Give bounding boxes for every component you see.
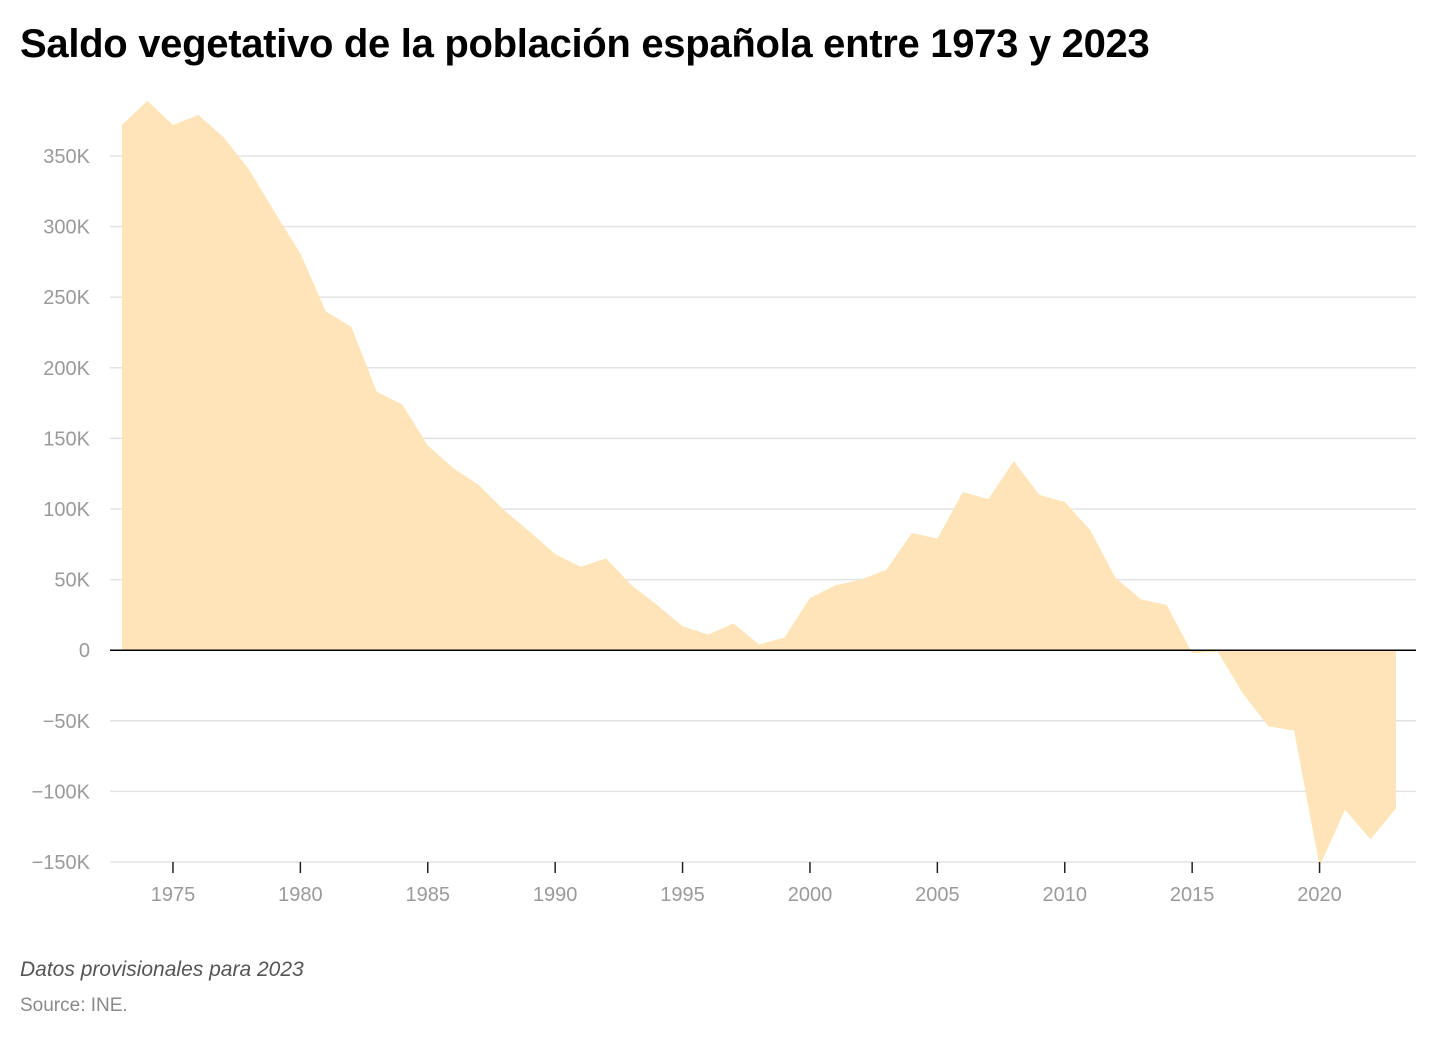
y-axis-labels: −150K −100K −50K 0 50K 100K 150K 200K 250K 300K 35… [32,146,91,874]
x-tick-label: 2005 [915,884,960,906]
y-tick-label: 100K [43,499,90,521]
y-tick-label: 250K [43,287,90,309]
area-series [122,100,1396,867]
x-tick-label: 1990 [533,884,578,906]
area-chart: −150K −100K −50K 0 50K 100K 150K 200K 250K 300K 35… [32,100,1416,906]
y-tick-label: −50K [43,711,91,733]
chart-title: Saldo vegetativo de la población español… [20,22,1150,66]
x-tick-label: 1975 [151,884,196,906]
x-tick-label: 2015 [1170,884,1215,906]
x-axis: 1975 1980 1985 1990 1995 2000 2005 2010 2015 2020 [151,862,1342,906]
x-tick-label: 2010 [1043,884,1088,906]
x-tick-label: 1980 [278,884,323,906]
x-tick-label: 1995 [660,884,705,906]
x-tick-label: 2000 [788,884,833,906]
y-tick-label: 350K [43,146,90,168]
y-tick-label: 150K [43,428,90,450]
y-tick-label: 300K [43,217,90,239]
y-tick-label: −150K [32,852,91,874]
area-path [122,100,1396,867]
y-tick-label: 0 [79,640,90,662]
footnote: Datos provisionales para 2023 [20,958,304,981]
source-note: Source: INE. [20,995,128,1016]
y-tick-label: −100K [32,781,91,803]
x-tick-label: 2020 [1297,884,1342,906]
y-tick-label: 200K [43,358,90,380]
x-tick-label: 1985 [406,884,451,906]
y-tick-label: 50K [54,570,90,592]
